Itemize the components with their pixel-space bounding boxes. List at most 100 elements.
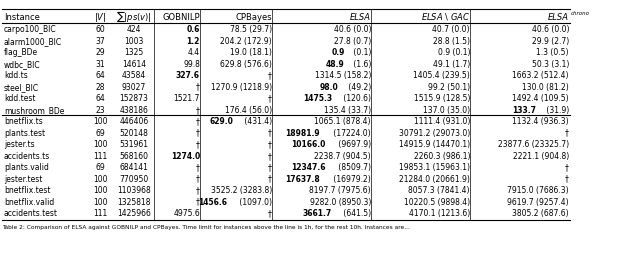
Text: ELSA: ELSA [350,12,371,21]
Text: †: † [268,140,272,149]
Text: 28.8 (1.5): 28.8 (1.5) [433,37,470,45]
Text: 10220.5 (9898.4): 10220.5 (9898.4) [404,197,470,206]
Text: 49.1 (1.7): 49.1 (1.7) [433,59,470,69]
Text: 531961: 531961 [120,140,148,149]
Text: 176.4 (56.0): 176.4 (56.0) [225,105,272,114]
Text: †: † [268,94,272,103]
Text: 1103968: 1103968 [117,185,151,195]
Text: 1132.4 (936.3): 1132.4 (936.3) [513,117,569,126]
Text: (641.5): (641.5) [341,209,371,217]
Text: 48.9: 48.9 [326,59,345,69]
Text: jester.ts: jester.ts [4,140,35,149]
Text: †: † [196,174,200,183]
Text: (1097.0): (1097.0) [237,197,272,206]
Text: 1.2: 1.2 [187,37,200,45]
Text: carpo100_BIC: carpo100_BIC [4,25,56,34]
Text: 19853.1 (15963.1): 19853.1 (15963.1) [399,163,470,171]
Text: 69: 69 [95,128,106,137]
Text: †: † [196,105,200,114]
Text: †: † [196,83,200,91]
Text: 29.9 (2.7): 29.9 (2.7) [532,37,569,45]
Text: 4.4: 4.4 [188,48,200,57]
Text: (31.9): (31.9) [544,105,569,114]
Text: $|V|$: $|V|$ [94,10,107,23]
Text: 1325818: 1325818 [117,197,151,206]
Text: 1003: 1003 [124,37,144,45]
Text: 1270.9 (1218.9): 1270.9 (1218.9) [211,83,272,91]
Text: 1425966: 1425966 [117,209,151,217]
Text: 27.8 (0.7): 27.8 (0.7) [333,37,371,45]
Text: 1065.1 (878.4): 1065.1 (878.4) [314,117,371,126]
Text: steel_BIC: steel_BIC [4,83,39,91]
Text: 43584: 43584 [122,71,146,80]
Text: 19.0 (18.1): 19.0 (18.1) [230,48,272,57]
Text: plants.valid: plants.valid [4,163,49,171]
Text: 99.8: 99.8 [183,59,200,69]
Text: †: † [196,117,200,126]
Text: 100: 100 [93,197,108,206]
Text: 9619.7 (9257.4): 9619.7 (9257.4) [508,197,569,206]
Text: $\sum|ps(v)|$: $\sum|ps(v)|$ [116,10,152,24]
Text: 0.9 (0.1): 0.9 (0.1) [438,48,470,57]
Text: 100: 100 [93,117,108,126]
Text: Instance: Instance [4,12,40,21]
Text: 0.9: 0.9 [332,48,345,57]
Text: 99.2 (50.1): 99.2 (50.1) [428,83,470,91]
Text: 64: 64 [95,71,106,80]
Text: 629.8 (576.6): 629.8 (576.6) [220,59,272,69]
Text: 4975.6: 4975.6 [173,209,200,217]
Text: 770950: 770950 [120,174,148,183]
Text: 1475.3: 1475.3 [303,94,332,103]
Text: kdd.ts: kdd.ts [4,71,28,80]
Text: 204.2 (172.9): 204.2 (172.9) [220,37,272,45]
Text: 29: 29 [96,48,106,57]
Text: †: † [196,140,200,149]
Text: accidents.test: accidents.test [4,209,58,217]
Text: 37: 37 [95,37,106,45]
Text: 111: 111 [93,151,108,160]
Text: (17224.0): (17224.0) [332,128,371,137]
Text: 3805.2 (687.6): 3805.2 (687.6) [513,209,569,217]
Text: 3661.7: 3661.7 [303,209,332,217]
Text: 4170.1 (1213.6): 4170.1 (1213.6) [409,209,470,217]
Text: †: † [565,128,569,137]
Text: 1111.4 (931.0): 1111.4 (931.0) [413,117,470,126]
Text: 684141: 684141 [120,163,148,171]
Text: 8197.7 (7975.6): 8197.7 (7975.6) [309,185,371,195]
Text: †: † [196,128,200,137]
Text: †: † [196,185,200,195]
Text: 100: 100 [93,174,108,183]
Text: 40.6 (0.0): 40.6 (0.0) [333,25,371,34]
Text: 21284.0 (20661.9): 21284.0 (20661.9) [399,174,470,183]
Text: 93027: 93027 [122,83,146,91]
Text: 50.3 (3.1): 50.3 (3.1) [532,59,569,69]
Text: accidents.ts: accidents.ts [4,151,51,160]
Text: 137.0 (35.0): 137.0 (35.0) [423,105,470,114]
Text: CPBayes: CPBayes [236,12,272,21]
Text: †: † [196,163,200,171]
Text: 9282.0 (8950.3): 9282.0 (8950.3) [310,197,371,206]
Text: †: † [268,151,272,160]
Text: 130.0 (81.2): 130.0 (81.2) [522,83,569,91]
Text: 446406: 446406 [120,117,148,126]
Text: chrono: chrono [571,11,590,16]
Text: 520148: 520148 [120,128,148,137]
Text: bnetflix.test: bnetflix.test [4,185,51,195]
Text: 0.6: 0.6 [187,25,200,34]
Text: 1325: 1325 [124,48,143,57]
Text: (1.6): (1.6) [351,59,371,69]
Text: 1405.4 (239.5): 1405.4 (239.5) [413,71,470,80]
Text: alarm1000_BIC: alarm1000_BIC [4,37,62,45]
Text: †: † [268,174,272,183]
Text: 629.0: 629.0 [209,117,233,126]
Text: 8057.3 (7841.4): 8057.3 (7841.4) [408,185,470,195]
Text: 14614: 14614 [122,59,146,69]
Text: (0.1): (0.1) [351,48,371,57]
Text: 133.7: 133.7 [513,105,536,114]
Text: bnetflix.valid: bnetflix.valid [4,197,54,206]
Text: (431.4): (431.4) [242,117,272,126]
Text: GOBNILP: GOBNILP [163,12,200,21]
Text: 1456.6: 1456.6 [198,197,227,206]
Text: †: † [268,163,272,171]
Text: 1274.0: 1274.0 [171,151,200,160]
